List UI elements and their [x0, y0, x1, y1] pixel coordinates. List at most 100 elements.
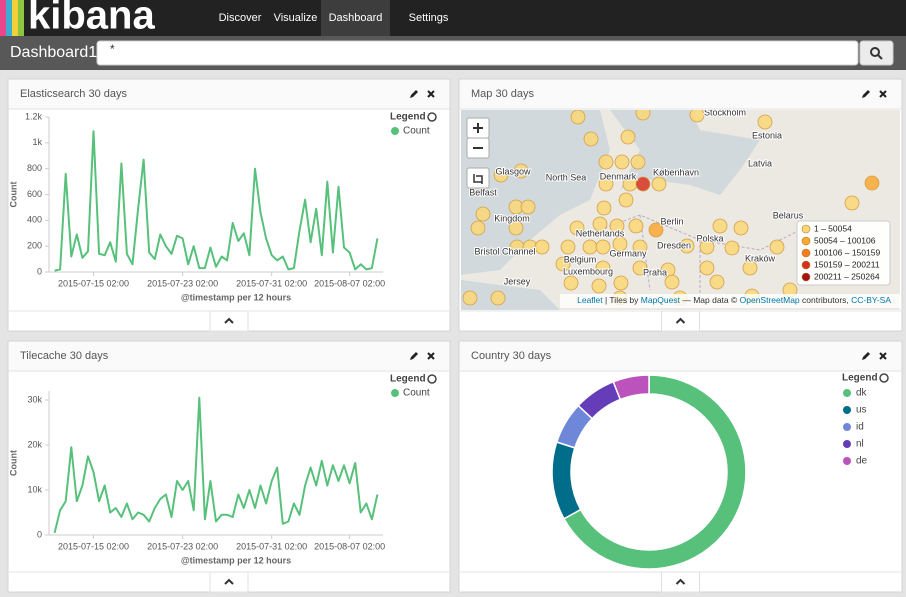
nav-item[interactable]: Settings [409, 12, 449, 24]
attribution-link[interactable]: MapQuest [641, 295, 681, 305]
map-bubble[interactable] [665, 275, 679, 289]
attribution-text: | Tiles by [603, 295, 641, 305]
map-bubble[interactable] [758, 115, 772, 129]
legend-label[interactable]: nl [856, 439, 864, 450]
map-label: Netherlands [576, 228, 625, 238]
legend-label[interactable]: de [856, 456, 868, 467]
map-label: Kraków [745, 253, 776, 263]
legend-title: Legend [842, 373, 878, 384]
map-bubble[interactable] [865, 176, 879, 190]
collapse-button[interactable] [210, 311, 248, 331]
map-bubble[interactable] [710, 275, 724, 289]
collapse-button[interactable] [662, 311, 700, 331]
map-bubble[interactable] [584, 132, 598, 146]
map-bubble[interactable] [599, 155, 613, 169]
legend-swatch [391, 389, 399, 397]
map-label: Estonia [752, 130, 782, 140]
map-label: Belgium [564, 254, 597, 264]
map-bubble[interactable] [734, 221, 748, 235]
nav-item[interactable]: Visualize [274, 12, 318, 24]
attribution-link[interactable]: CC-BY-SA [851, 295, 891, 305]
legend-label[interactable]: dk [856, 388, 868, 399]
search-query[interactable]: * [110, 42, 115, 56]
legend-swatch [843, 423, 851, 431]
map-bubble[interactable] [631, 155, 645, 169]
map-bubble[interactable] [615, 155, 629, 169]
map-bubble[interactable] [597, 201, 611, 215]
map-bubble[interactable] [571, 110, 585, 124]
legend-label[interactable]: Count [403, 388, 430, 399]
map-bubble[interactable] [621, 130, 635, 144]
map-bubble[interactable] [561, 240, 575, 254]
legend-label[interactable]: us [856, 405, 867, 416]
x-axis-label: @timestamp per 12 hours [181, 292, 291, 302]
map-attribution: Leaflet | Tiles by MapQuest — Map data ©… [577, 295, 891, 305]
map-bubble[interactable] [690, 108, 704, 122]
map-bubble[interactable] [700, 261, 714, 275]
y-axis-label: Count [8, 450, 18, 476]
map-legend-label: 100106 – 150159 [814, 247, 880, 257]
nav-item[interactable]: Dashboard [329, 12, 383, 24]
attribution-link[interactable]: Leaflet [577, 295, 603, 305]
map-bubble[interactable] [652, 177, 666, 191]
attribution-link[interactable]: OpenStreetMap [740, 295, 800, 305]
map-bubble[interactable] [713, 219, 727, 233]
map-bubble[interactable] [463, 291, 477, 305]
y-tick-label: 0 [37, 266, 42, 276]
y-tick-label: 1k [32, 137, 42, 147]
map-label: Germany [609, 248, 647, 258]
map-bubble[interactable] [845, 196, 859, 210]
map-bubble[interactable] [725, 241, 739, 255]
map-bubble[interactable] [564, 276, 578, 290]
map-bubble[interactable] [619, 193, 633, 207]
map-label: Belarus [773, 210, 804, 220]
map-bubble[interactable] [491, 291, 505, 305]
panel [8, 341, 450, 592]
y-tick-label: 10k [27, 484, 42, 494]
legend-swatch [843, 440, 851, 448]
y-tick-label: 200 [27, 241, 42, 251]
map-bubble[interactable] [535, 240, 549, 254]
collapse-button[interactable] [662, 572, 700, 592]
nav-item[interactable]: Discover [219, 12, 262, 24]
map-legend-swatch [802, 249, 810, 257]
map-bubble[interactable] [583, 240, 597, 254]
attribution-text: contributors, [800, 295, 852, 305]
search-input[interactable] [97, 41, 858, 65]
y-tick-label: 1.2k [25, 111, 43, 121]
map-legend-label: 50054 – 100106 [814, 235, 876, 245]
map-legend-swatch [802, 225, 810, 233]
map-bubble[interactable] [476, 207, 490, 221]
legend-swatch [843, 406, 851, 414]
legend-title: Legend [390, 112, 426, 123]
map-label: Kingdom [494, 213, 530, 223]
map-label: Luxembourg [563, 266, 613, 276]
logo-stripes [0, 0, 24, 36]
map-bubble[interactable] [596, 240, 610, 254]
map-bubble[interactable] [521, 200, 535, 214]
legend-label[interactable]: Count [403, 126, 430, 137]
y-axis-label: Count [8, 182, 18, 208]
map-label: Polska [696, 233, 723, 243]
map-legend-label: 200211 – 250264 [814, 271, 880, 281]
x-tick-label: 2015-07-15 02:00 [58, 541, 129, 551]
attribution-text: — Map data © [680, 295, 740, 305]
x-tick-label: 2015-07-31 02:00 [236, 278, 307, 288]
map-bubble[interactable] [471, 221, 485, 235]
map-bubble[interactable] [636, 177, 650, 191]
map-bubble[interactable] [592, 279, 606, 293]
map-legend-label: 150159 – 200211 [814, 259, 880, 269]
fit-bounds[interactable] [467, 168, 489, 188]
y-tick-label: 400 [27, 215, 42, 225]
y-tick-label: 600 [27, 189, 42, 199]
legend-label[interactable]: id [856, 422, 864, 433]
search-button[interactable] [860, 41, 893, 65]
map-bubble[interactable] [614, 276, 628, 290]
collapse-button[interactable] [210, 572, 248, 592]
map-bubble[interactable] [770, 240, 784, 254]
map-bubble[interactable] [629, 219, 643, 233]
dashboard-title: Dashboard1 [10, 44, 97, 61]
